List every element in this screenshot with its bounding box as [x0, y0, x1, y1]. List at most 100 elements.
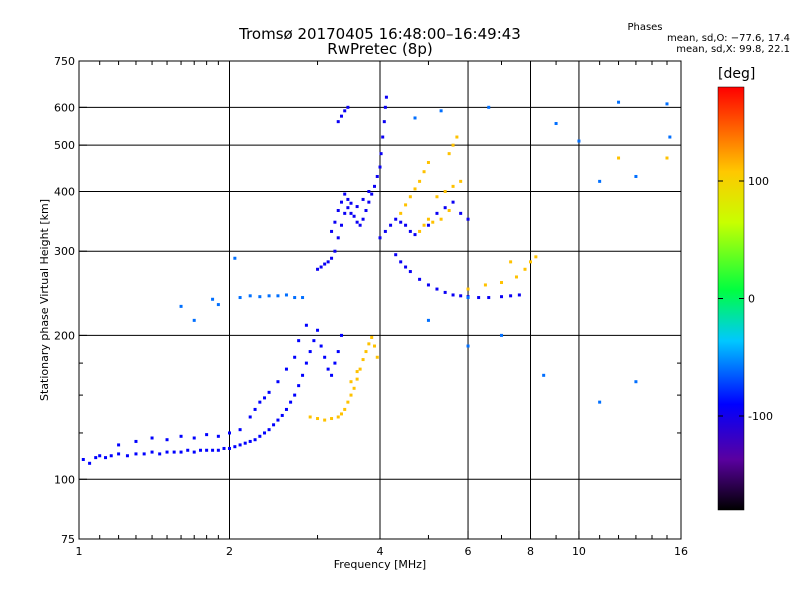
echo-point [297, 384, 301, 388]
echo-point [418, 179, 422, 183]
echo-point [408, 229, 412, 233]
echo-point [243, 441, 247, 445]
echo-point [343, 407, 347, 411]
colorbar-unit: [deg] [718, 66, 756, 82]
x-tick-label: 2 [226, 545, 233, 558]
echo-point [382, 120, 386, 124]
echo-point [394, 217, 398, 221]
echo-point [500, 295, 504, 299]
echo-point [426, 223, 430, 227]
echo-point [263, 431, 267, 435]
echo-point [216, 303, 220, 307]
echo-point [451, 293, 455, 297]
echo-point [443, 189, 447, 193]
colorbar-tick-label: 0 [748, 293, 755, 306]
echo-point [577, 139, 581, 143]
echo-point [399, 220, 403, 224]
echo-point [248, 415, 252, 419]
x-axis-label: Frequency [MHz] [334, 558, 426, 571]
echo-point [361, 197, 365, 201]
echo-point [134, 452, 138, 456]
echo-point [352, 214, 356, 218]
echo-point [665, 102, 669, 106]
echo-point [373, 344, 377, 348]
echo-point [104, 456, 108, 460]
y-tick-label: 400 [54, 185, 75, 198]
echo-point [361, 217, 365, 221]
echo-point [435, 287, 439, 291]
echo-point [228, 431, 231, 435]
echo-point [349, 211, 353, 215]
echo-point [339, 114, 343, 118]
y-tick-label: 200 [54, 329, 75, 342]
echo-point [349, 380, 353, 384]
echo-point [316, 417, 320, 421]
echo-point [98, 454, 102, 458]
echo-point [435, 211, 439, 215]
echo-point [466, 217, 470, 221]
echo-point [192, 436, 196, 440]
echo-point [418, 277, 422, 281]
y-tick-label: 100 [54, 473, 75, 486]
echo-point [336, 415, 340, 419]
echo-point [383, 229, 387, 233]
echo-point [272, 423, 276, 427]
echo-point [179, 450, 183, 454]
echo-point [665, 156, 669, 160]
echo-point [333, 220, 337, 224]
echo-point [668, 135, 672, 139]
echo-point [404, 223, 408, 227]
echo-point [192, 318, 196, 322]
echo-point [389, 223, 393, 227]
echo-point [404, 203, 408, 207]
echo-point [418, 229, 422, 233]
echo-point [316, 267, 320, 271]
echo-point [205, 433, 209, 437]
echo-point [330, 417, 334, 421]
echo-point [447, 152, 451, 156]
echo-point [289, 400, 293, 404]
echo-point [297, 339, 301, 343]
y-tick-label: 600 [54, 101, 75, 114]
echo-point [408, 270, 412, 274]
echo-point [451, 143, 455, 147]
echo-point [399, 211, 403, 215]
y-tick-label: 75 [61, 533, 75, 546]
echo-point [451, 184, 455, 188]
echo-point [211, 297, 215, 301]
echo-point [186, 448, 190, 452]
x-axis-ticks: 1 2 4 6 8 10 16 [76, 61, 688, 558]
echo-point [598, 400, 602, 404]
echo-point [326, 260, 330, 264]
x-tick-label: 10 [572, 545, 586, 558]
colorbar-tick-label: -100 [748, 410, 773, 423]
echo-point [634, 174, 638, 178]
echo-point [263, 396, 267, 400]
echo-point [459, 294, 463, 298]
echo-point [346, 206, 350, 210]
echo-point [443, 290, 447, 294]
echo-point [375, 355, 379, 359]
echo-point [330, 256, 334, 260]
echo-point [404, 265, 408, 269]
echo-point [326, 367, 330, 371]
echo-point [267, 390, 271, 394]
echo-point [323, 418, 327, 422]
echo-point [399, 260, 403, 264]
echo-point [466, 344, 470, 348]
echo-point [514, 275, 518, 279]
echo-point [426, 160, 430, 164]
echo-point [466, 287, 470, 291]
echo-point [413, 187, 417, 191]
echo-point [330, 229, 334, 233]
echo-point [529, 260, 532, 264]
echo-point [459, 211, 463, 215]
echo-point [301, 373, 305, 377]
echo-point [477, 296, 481, 300]
echo-point [308, 415, 312, 419]
echo-point [343, 109, 347, 113]
echo-point [339, 412, 343, 416]
echo-point [205, 448, 209, 452]
echo-point [349, 201, 353, 205]
echo-point [413, 233, 417, 237]
